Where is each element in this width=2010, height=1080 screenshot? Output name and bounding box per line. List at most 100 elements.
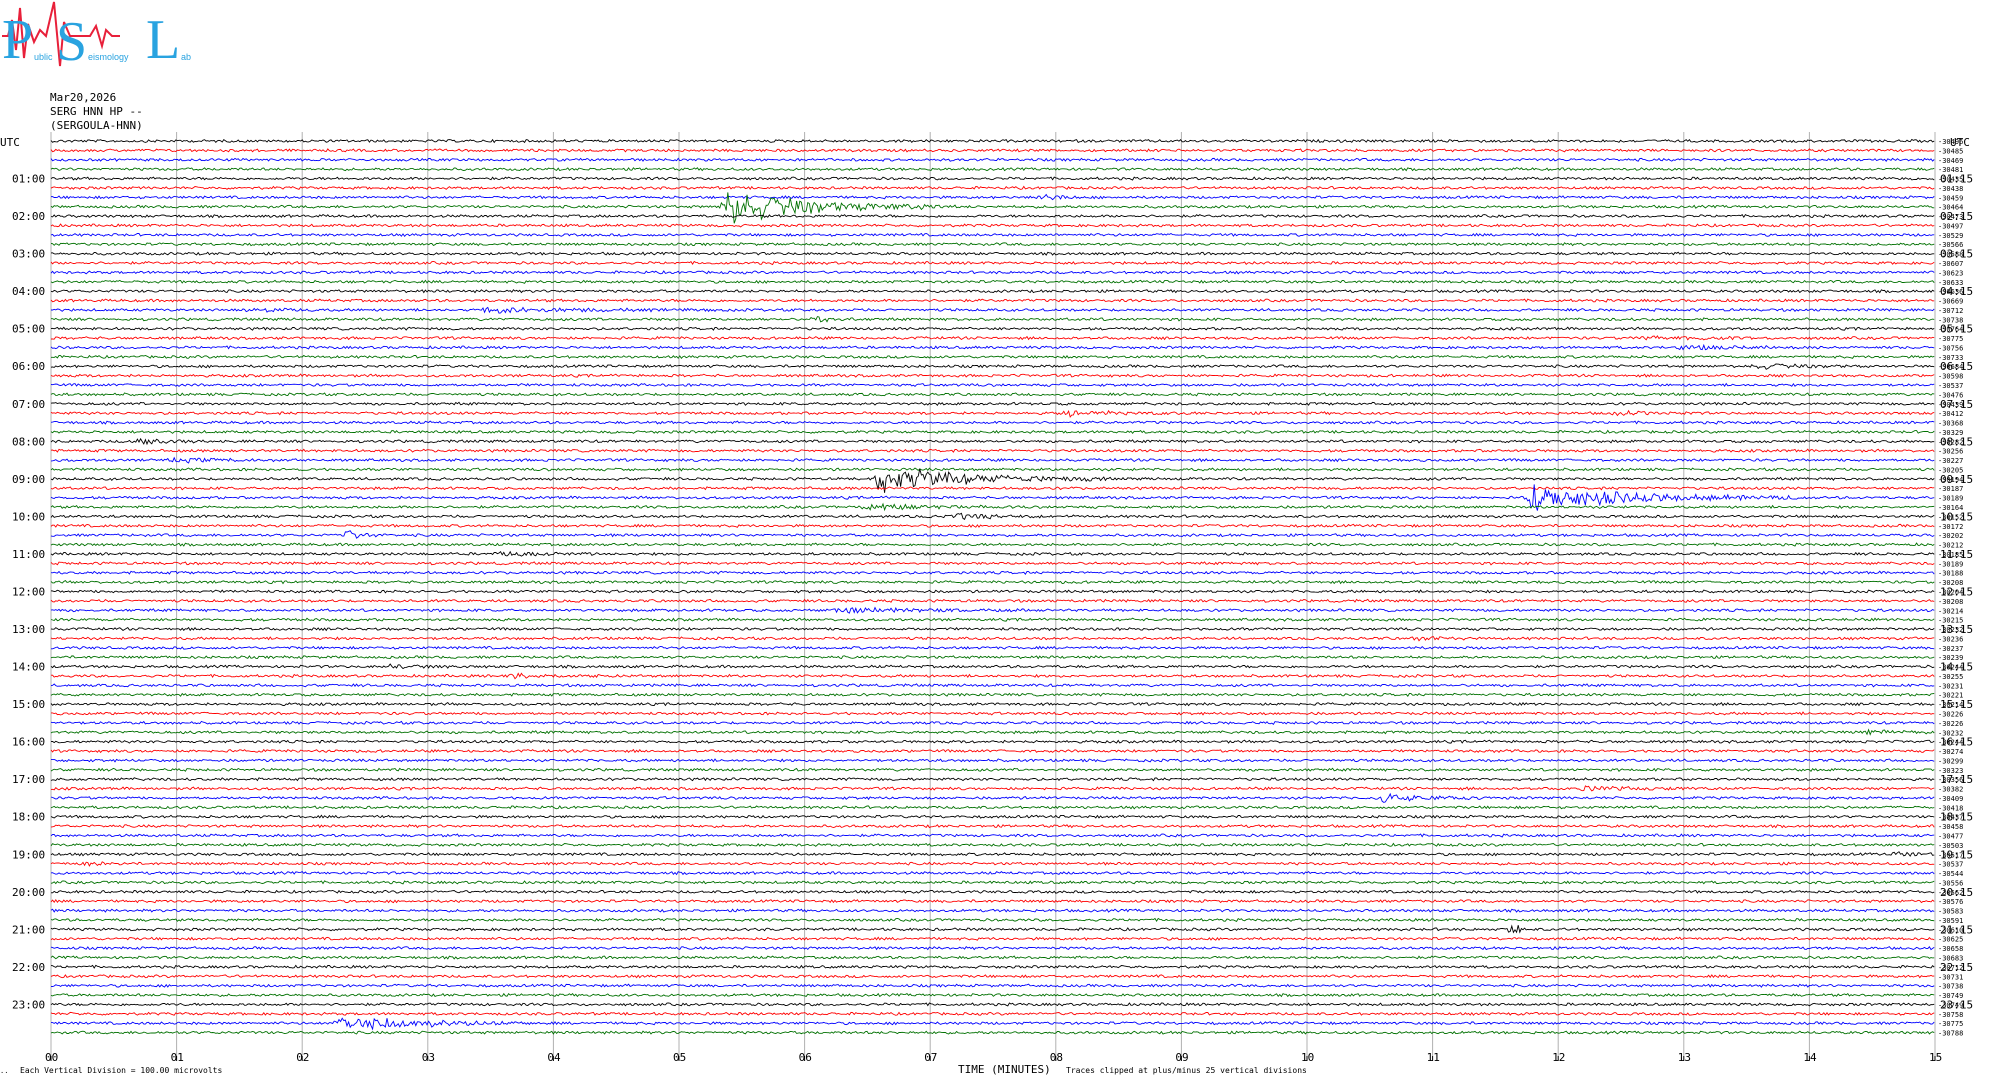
trace-line (51, 354, 1935, 360)
x-tick-label: 09 (1175, 1051, 1188, 1064)
left-hour-label: 08:00 (12, 435, 45, 448)
row-offset-label: -30683 (1938, 955, 1963, 963)
trace-line (50, 946, 1935, 951)
row-offset-label: -30188 (1938, 570, 1963, 578)
row-offset-label: -30481 (1938, 166, 1963, 174)
row-offset-label: -30208 (1938, 579, 1963, 587)
trace-line (50, 579, 1935, 585)
row-offset-label: -30172 (1938, 523, 1963, 531)
x-axis-ticks: 00 01 02 03 04 05 06 07 08 09 10 11 12 13 14 15 (45, 1051, 1942, 1064)
trace-line (51, 1017, 1935, 1031)
row-offset-label: -30756 (1938, 345, 1963, 353)
left-hour-label: 05:00 (12, 323, 45, 336)
trace-line (50, 343, 1935, 351)
row-offset-label: -30607 (1938, 260, 1963, 268)
row-offset-label: -30368 (1938, 420, 1963, 428)
right-hour-label: 19:15 (1940, 848, 1973, 861)
row-offset-labels: -30496-30485-30469-30481-30435-30438-304… (1938, 138, 1963, 1038)
left-hour-label: 13:00 (12, 623, 45, 636)
trace-line (50, 523, 1935, 528)
trace-line (50, 974, 1935, 979)
trace-line (50, 636, 1935, 642)
trace-line (50, 167, 1935, 172)
left-hour-label: 19:00 (12, 848, 45, 861)
trace-line (50, 429, 1935, 435)
trace-line (50, 401, 1935, 407)
row-offset-label: -30669 (1938, 298, 1963, 306)
trace-line (50, 870, 1935, 876)
x-tick-label: 13 (1678, 1051, 1691, 1064)
trace-line (50, 512, 1935, 520)
trace-line (50, 148, 1935, 153)
row-offset-label: -30164 (1938, 504, 1963, 512)
trace-line (50, 223, 1935, 228)
trace-line (50, 924, 1935, 934)
scale-note: Each Vertical Division = 100.00 microvol… (20, 1066, 222, 1075)
row-offset-label: -30731 (1938, 973, 1963, 981)
right-hour-label: 18:15 (1940, 811, 1973, 824)
x-tick-label: 04 (547, 1051, 561, 1064)
trace-line (50, 739, 1935, 744)
trace-line (50, 456, 1935, 464)
left-hour-label: 18:00 (12, 811, 45, 824)
row-offset-label: -30202 (1938, 532, 1963, 540)
row-offset-label: -30775 (1938, 1020, 1963, 1028)
right-hour-labels: 01:15 02:15 03:15 04:15 05:15 06:15 07:15 08:15… (1940, 173, 1973, 1012)
row-offset-label: -30244 (1938, 739, 1963, 747)
trace-line (50, 767, 1935, 773)
trace-line (50, 138, 1935, 144)
left-hour-label: 07:00 (12, 398, 45, 411)
right-hour-label: 14:15 (1940, 661, 1973, 674)
logo-word-ublic: ublic (34, 52, 53, 62)
trace-line (50, 805, 1935, 810)
trace-line (50, 617, 1935, 622)
left-hour-label: 16:00 (12, 736, 45, 749)
logo-word-eismology: eismology (88, 52, 129, 62)
trace-line (50, 598, 1935, 603)
left-hour-label: 15:00 (12, 698, 45, 711)
row-offset-label: -30576 (1938, 898, 1963, 906)
trace-line (50, 157, 1935, 162)
row-offset-label: -30562 (1938, 889, 1963, 897)
right-hour-label: 21:15 (1940, 923, 1973, 936)
x-tick-label: 07 (924, 1051, 937, 1064)
row-offset-label: -30458 (1938, 823, 1963, 831)
row-offset-label: -30610 (1938, 926, 1963, 934)
row-offset-label: -30537 (1938, 861, 1963, 869)
row-offset-label: -30749 (1938, 992, 1963, 1000)
trace-line (50, 289, 1935, 294)
row-offset-label: -30469 (1938, 157, 1963, 165)
trace-line (50, 448, 1935, 453)
row-offset-label: -30205 (1938, 467, 1963, 475)
row-offset-label: -30788 (1938, 1030, 1963, 1038)
row-offset-label: -30497 (1938, 223, 1963, 231)
x-tick-label: 00 (45, 1051, 58, 1064)
trace-line (50, 409, 1935, 418)
trace-line (50, 468, 1935, 493)
x-tick-label: 08 (1050, 1051, 1063, 1064)
trace-line (50, 193, 1935, 201)
row-offset-label: -30738 (1938, 316, 1963, 324)
row-offset-label: -30738 (1938, 983, 1963, 991)
row-offset-label: -30749 (1938, 1001, 1963, 1009)
right-hour-label: 12:15 (1940, 586, 1973, 599)
right-hour-label: 23:15 (1940, 998, 1973, 1011)
row-offset-label: -30556 (1938, 879, 1963, 887)
logo-letter-l: L (146, 9, 180, 71)
trace-line (50, 792, 1935, 803)
row-offset-label: -30214 (1938, 607, 1963, 615)
trace-line (50, 785, 1935, 792)
row-offset-label: -30598 (1938, 373, 1963, 381)
trace-line (50, 392, 1935, 397)
trace-line (50, 758, 1935, 763)
row-offset-label: -30194 (1938, 476, 1963, 484)
psl-logo: P ublic S eismology L ab (2, 1, 191, 73)
trace-line (50, 260, 1935, 266)
trace-line (51, 889, 1935, 894)
x-tick-label: 02 (296, 1051, 309, 1064)
trace-line (50, 851, 1935, 857)
row-offset-label: -30438 (1938, 185, 1963, 193)
trace-line (50, 298, 1935, 303)
row-offset-label: -30382 (1938, 786, 1963, 794)
